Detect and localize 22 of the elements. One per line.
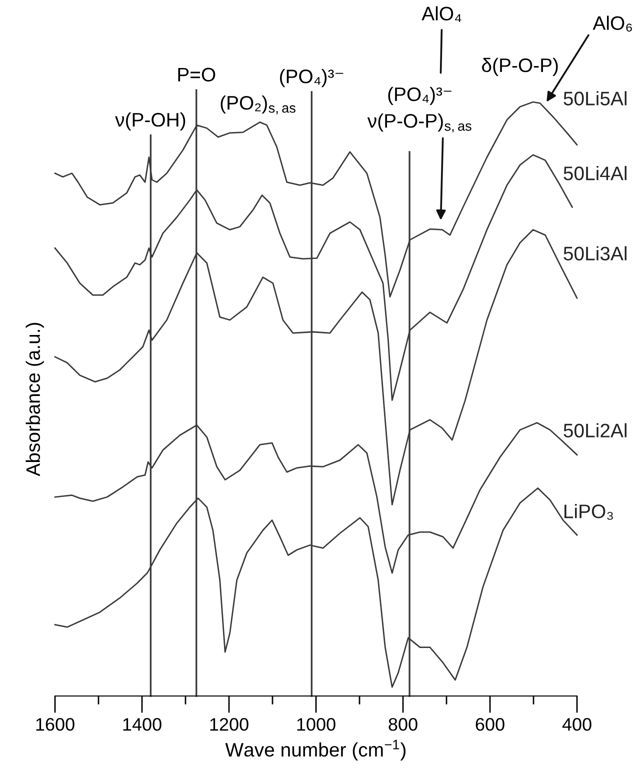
x-tick-label: 1600 [36,718,74,731]
series-label: LiPO₃ [564,504,613,520]
x-tick-label: 800 [388,718,418,731]
text: AlO₄ [422,6,462,22]
ref-line-label: (PO₄)³⁻ [280,69,344,88]
series-label: 50Li5Al [564,91,626,106]
x-axis-title: Wave number (cm$^{−1}$) [225,740,406,760]
x-tick-label: 600 [476,718,504,731]
x-tick-label: 1200 [210,718,248,731]
annotation: (PO₂)$_{s,as}$ [220,95,296,114]
series-label: 50Li3Al [564,246,626,260]
series-label: 50Li4Al [564,166,626,180]
text: δ(P-O-P) [482,58,558,76]
ref-line-label: P=O [178,68,216,82]
annotation: (PO₄)³⁻ ν(P-O-P)$_{s,as}$ [367,86,472,132]
ref-line-label: ν(P-OH) [115,112,186,131]
x-tick-label: 1400 [123,718,162,731]
annotation: AlO₆ [592,16,632,32]
y-axis-title: Absorbance (a.u.) [26,322,44,476]
x-tick-label: 400 [562,718,592,731]
x-tick-label: 1000 [297,718,336,731]
series-label: 50Li2Al [564,423,626,438]
